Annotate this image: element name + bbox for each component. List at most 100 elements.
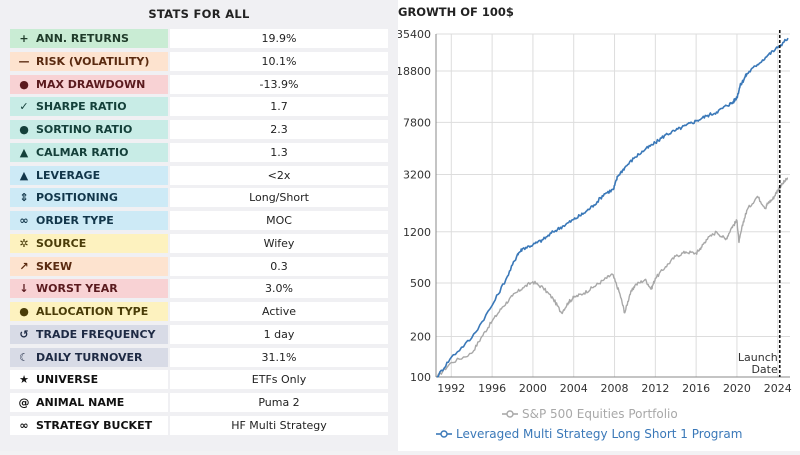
stat-value: Long/Short <box>170 188 388 208</box>
star-icon: ★ <box>19 373 29 387</box>
stat-label-cell: ▲ LEVERAGE <box>10 165 168 185</box>
stat-label-cell: + ANN. RETURNS <box>10 29 168 48</box>
chart-title: GROWTH OF 100$ <box>398 5 514 19</box>
x-tick-label: 2008 <box>601 382 629 395</box>
stat-label: TRADE FREQUENCY <box>36 327 156 341</box>
plus-icon: + <box>19 32 29 45</box>
x-tick-label: 1996 <box>478 382 506 395</box>
y-tick-label: 3200 <box>403 168 431 181</box>
x-tick-label: 2000 <box>519 382 547 395</box>
stat-value: ETFs Only <box>170 370 388 390</box>
y-tick-label: 7800 <box>403 116 431 129</box>
chart-axes: 100 200 500 1200 3200 7800 18800 35400 1992 1996 2… <box>396 28 792 395</box>
stat-label: SOURCE <box>36 236 87 250</box>
legend-marker <box>506 410 514 418</box>
stat-label: MAX DRAWDOWN <box>36 77 146 91</box>
stat-row: ∞ ORDER TYPE MOC <box>10 211 388 230</box>
series-line <box>436 177 789 378</box>
legend-label: Leveraged Multi Strategy Long Short 1 Pr… <box>456 427 742 441</box>
stat-label: SHARPE RATIO <box>36 100 127 114</box>
stat-label-cell: ★ UNIVERSE <box>10 370 168 390</box>
check-circle-icon: ● <box>19 123 29 136</box>
stat-value: 3.0% <box>170 279 388 299</box>
stat-value: -13.9% <box>170 74 388 94</box>
stat-row: ⇕ POSITIONING Long/Short <box>10 188 388 208</box>
stat-label-cell: @ ANIMAL NAME <box>10 393 168 412</box>
x-tick-label: 2012 <box>641 382 669 395</box>
up-down-chevron-icon: ⇕ <box>19 191 29 205</box>
y-tick-label: 35400 <box>398 28 431 41</box>
stat-label-cell: ● MAX DRAWDOWN <box>10 74 168 94</box>
stat-row: ↗ SKEW 0.3 <box>10 256 388 276</box>
stat-label: CALMAR RATIO <box>36 145 129 159</box>
stat-row: ● ALLOCATION TYPE Active <box>10 302 388 321</box>
bell-icon: ▲ <box>19 145 29 159</box>
question-circle-icon: ● <box>19 305 29 318</box>
stat-label: ANN. RETURNS <box>36 32 129 45</box>
history-icon: ↺ <box>19 327 29 341</box>
series-line <box>436 37 789 378</box>
stats-title: STATS FOR ALL <box>148 7 250 21</box>
x-tick-label: 2020 <box>723 382 751 395</box>
stat-label: WORST YEAR <box>36 282 118 296</box>
stat-label: SKEW <box>36 259 73 273</box>
chart-panel: GROWTH OF 100$ 100 200 500 1200 3200 7800 1880… <box>396 0 800 451</box>
legend-label: S&P 500 Equities Portfolio <box>522 407 678 421</box>
stat-value: 0.3 <box>170 256 388 276</box>
stat-label: UNIVERSE <box>36 373 99 387</box>
stat-row: ● SORTINO RATIO 2.3 <box>10 120 388 139</box>
alert-circle-icon: ● <box>19 77 29 91</box>
y-tick-label: 18800 <box>398 65 431 78</box>
stats-panel: STATS FOR ALL + ANN. RETURNS 19.9% — RISK (V… <box>0 0 398 451</box>
minus-icon: — <box>18 54 30 68</box>
stat-label-cell: ▲ CALMAR RATIO <box>10 142 168 162</box>
stat-value: 31.1% <box>170 347 388 367</box>
launch-label-line2: Date <box>751 363 778 376</box>
stat-row: ↓ WORST YEAR 3.0% <box>10 279 388 299</box>
stat-label: RISK (VOLATILITY) <box>36 54 150 68</box>
stat-value: 1.3 <box>170 142 388 162</box>
stat-value: MOC <box>170 211 388 230</box>
stat-value: Active <box>170 302 388 321</box>
stat-label: STRATEGY BUCKET <box>36 418 153 432</box>
stat-row: + ANN. RETURNS 19.9% <box>10 29 388 48</box>
x-tick-label: 2024 <box>764 382 792 395</box>
arrow-down-icon: ↓ <box>19 282 29 296</box>
stat-row: @ ANIMAL NAME Puma 2 <box>10 393 388 412</box>
growth-chart: GROWTH OF 100$ 100 200 500 1200 3200 7800 1880… <box>396 0 800 451</box>
stat-label: POSITIONING <box>36 191 118 205</box>
y-tick-label: 500 <box>410 277 431 290</box>
legend-marker <box>440 430 448 438</box>
stat-row: ★ UNIVERSE ETFs Only <box>10 370 388 390</box>
stat-label-cell: — RISK (VOLATILITY) <box>10 51 168 71</box>
stat-value: Puma 2 <box>170 393 388 412</box>
stat-row: — RISK (VOLATILITY) 10.1% <box>10 51 388 71</box>
stat-row: ✓ SHARPE RATIO 1.7 <box>10 97 388 117</box>
y-tick-label: 100 <box>410 371 431 384</box>
stat-label: LEVERAGE <box>36 168 101 182</box>
stat-label: ALLOCATION TYPE <box>36 305 149 318</box>
stat-value: 1 day <box>170 324 388 344</box>
link-icon: ∞ <box>19 418 29 432</box>
stat-label-cell: ∞ ORDER TYPE <box>10 211 168 230</box>
x-tick-label: 2004 <box>560 382 588 395</box>
stat-label-cell: ↺ TRADE FREQUENCY <box>10 324 168 344</box>
x-tick-label: 2016 <box>682 382 710 395</box>
stat-value: Wifey <box>170 233 388 253</box>
check-icon: ✓ <box>19 100 29 114</box>
stat-value: 19.9% <box>170 29 388 48</box>
stat-label: ANIMAL NAME <box>36 396 125 409</box>
stat-row: ↺ TRADE FREQUENCY 1 day <box>10 324 388 344</box>
chart-legend: S&P 500 Equities Portfolio Leveraged Mult… <box>436 407 742 441</box>
stat-row: ∞ STRATEGY BUCKET HF Multi Strategy <box>10 415 388 435</box>
launch-label-line1: Launch <box>738 351 778 364</box>
stat-label-cell: ☾ DAILY TURNOVER <box>10 347 168 367</box>
stat-value: 10.1% <box>170 51 388 71</box>
stat-label: ORDER TYPE <box>36 214 114 227</box>
stat-label-cell: ● ALLOCATION TYPE <box>10 302 168 321</box>
stat-label-cell: ✲ SOURCE <box>10 233 168 253</box>
stat-label-cell: ⇕ POSITIONING <box>10 188 168 208</box>
x-tick-label: 1992 <box>437 382 465 395</box>
stat-value: <2x <box>170 165 388 185</box>
triangle-up-icon: ▲ <box>19 168 29 182</box>
